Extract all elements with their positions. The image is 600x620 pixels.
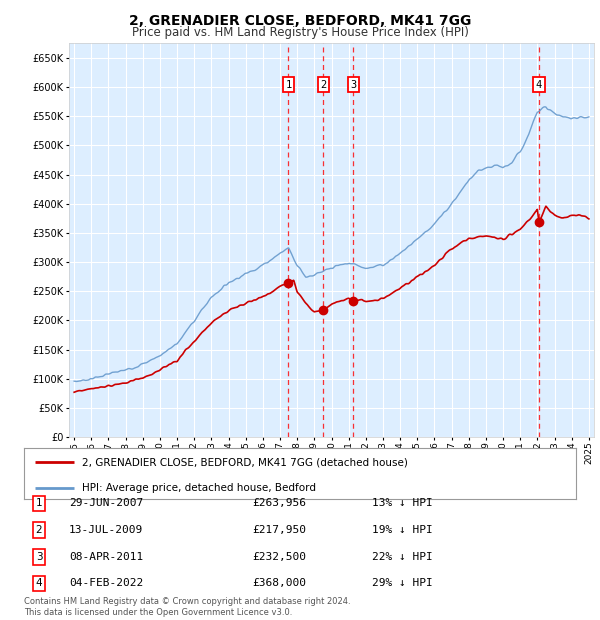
- Text: 1: 1: [35, 498, 43, 508]
- Text: £368,000: £368,000: [252, 578, 306, 588]
- Text: £263,956: £263,956: [252, 498, 306, 508]
- Text: 3: 3: [350, 80, 356, 90]
- Text: Price paid vs. HM Land Registry's House Price Index (HPI): Price paid vs. HM Land Registry's House …: [131, 26, 469, 39]
- Text: 08-APR-2011: 08-APR-2011: [69, 552, 143, 562]
- Text: 2: 2: [35, 525, 43, 535]
- Text: 29-JUN-2007: 29-JUN-2007: [69, 498, 143, 508]
- Text: Contains HM Land Registry data © Crown copyright and database right 2024.
This d: Contains HM Land Registry data © Crown c…: [24, 598, 350, 617]
- Text: 2: 2: [320, 80, 326, 90]
- Text: 19% ↓ HPI: 19% ↓ HPI: [372, 525, 433, 535]
- Text: 29% ↓ HPI: 29% ↓ HPI: [372, 578, 433, 588]
- Text: 2, GRENADIER CLOSE, BEDFORD, MK41 7GG (detached house): 2, GRENADIER CLOSE, BEDFORD, MK41 7GG (d…: [82, 457, 408, 467]
- Text: £217,950: £217,950: [252, 525, 306, 535]
- Text: 2, GRENADIER CLOSE, BEDFORD, MK41 7GG: 2, GRENADIER CLOSE, BEDFORD, MK41 7GG: [129, 14, 471, 28]
- Text: 1: 1: [286, 80, 292, 90]
- Text: 22% ↓ HPI: 22% ↓ HPI: [372, 552, 433, 562]
- Text: 13-JUL-2009: 13-JUL-2009: [69, 525, 143, 535]
- Text: 4: 4: [35, 578, 43, 588]
- Text: 13% ↓ HPI: 13% ↓ HPI: [372, 498, 433, 508]
- Text: 4: 4: [536, 80, 542, 90]
- Text: 04-FEB-2022: 04-FEB-2022: [69, 578, 143, 588]
- Text: HPI: Average price, detached house, Bedford: HPI: Average price, detached house, Bedf…: [82, 483, 316, 493]
- Text: £232,500: £232,500: [252, 552, 306, 562]
- Text: 3: 3: [35, 552, 43, 562]
